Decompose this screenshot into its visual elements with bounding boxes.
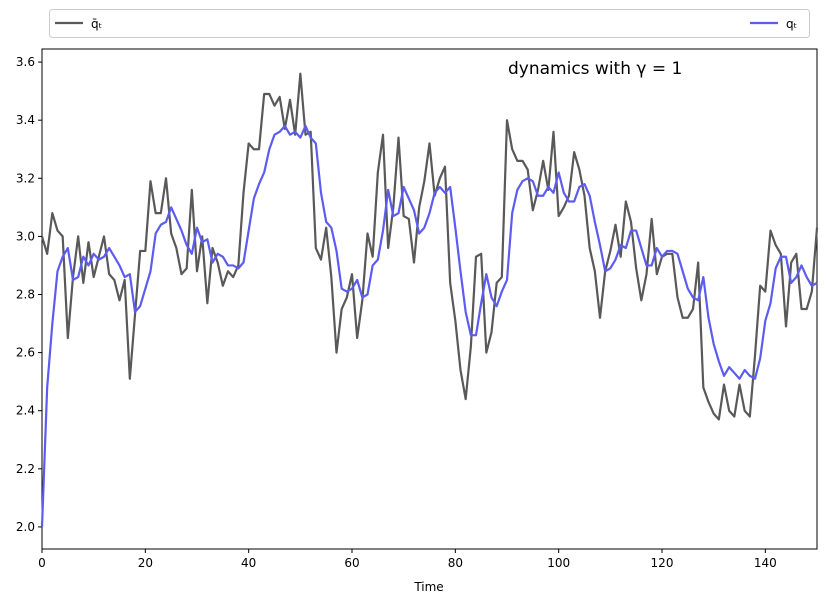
series-line (40, 124, 818, 527)
x-tick-label: 100 (547, 556, 570, 570)
legend-label: qₜ (786, 17, 797, 31)
x-tick-label: 120 (651, 556, 674, 570)
axes-frame (41, 48, 818, 550)
y-tick-label: 3.6 (16, 55, 35, 69)
y-tick-label: 3.4 (16, 113, 35, 127)
y-tick-label: 2.8 (16, 287, 35, 301)
x-axis-label: Time (413, 580, 443, 594)
x-tick-label: 140 (754, 556, 777, 570)
y-tick-label: 2.0 (16, 520, 35, 534)
x-tick-label: 80 (448, 556, 463, 570)
y-tick-label: 2.4 (16, 404, 35, 418)
series-line (40, 72, 819, 421)
y-tick-label: 3.0 (16, 229, 35, 243)
legend-box (49, 9, 810, 38)
legend-label: q̄ₜ (91, 17, 102, 31)
x-tick-label: 0 (38, 556, 46, 570)
x-tick-label: 40 (241, 556, 256, 570)
y-tick-label: 2.6 (16, 346, 35, 360)
x-tick-label: 60 (344, 556, 359, 570)
annotation: dynamics with γ = 1 (508, 59, 682, 79)
y-tick-label: 3.2 (16, 171, 35, 185)
y-tick-label: 2.2 (16, 462, 35, 476)
x-tick-label: 20 (138, 556, 153, 570)
